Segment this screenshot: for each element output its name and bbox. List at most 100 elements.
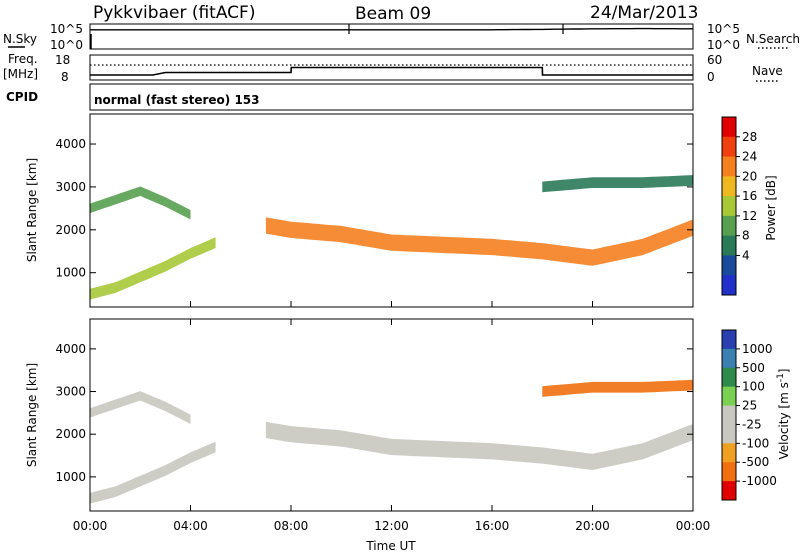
x-tick-label: 12:00	[374, 519, 409, 533]
x-tick-label: 04:00	[173, 519, 208, 533]
x-tick-label: 20:00	[575, 519, 610, 533]
noise-panel: N.Sky 10^5 10^0 10^5 10^0 N.Search	[3, 22, 800, 52]
power-colorbar-label: 20	[742, 169, 757, 183]
nave-label: Nave	[752, 64, 783, 78]
freq-tick-top: 18	[55, 53, 70, 67]
power-colorbar-label: 8	[742, 229, 750, 243]
velocity-colorbar-label: 25	[742, 399, 757, 413]
power-colorbar: 28 24 20 16 12 8 4	[721, 116, 757, 296]
velocity-colorbar-swatch	[722, 481, 736, 501]
velocity-colorbar-swatch	[722, 424, 736, 444]
velocity-colorbar-label: 500	[742, 361, 765, 375]
freq-series-line	[90, 66, 693, 76]
velocity-y-ticks: 1000 2000 3000 4000	[55, 342, 693, 484]
velocity-colorbar-swatch	[722, 462, 736, 482]
power-colorbar-swatch	[722, 176, 736, 197]
noise-left-tick-bottom: 10^0	[50, 38, 83, 52]
freq-label-line1: Freq.	[8, 52, 38, 66]
power-y-ticks: 1000 2000 3000 4000	[55, 137, 693, 280]
y-tick-label: 1000	[55, 470, 86, 484]
velocity-band	[90, 391, 191, 424]
x-tick-label: 16:00	[475, 519, 510, 533]
x-tick-label: 00:00	[676, 519, 711, 533]
power-ylabel: Slant Range [km]	[25, 158, 39, 262]
power-band	[542, 175, 693, 193]
velocity-band	[542, 379, 693, 397]
power-colorbar-label: 28	[742, 130, 757, 144]
power-colorbar-label: 24	[742, 150, 757, 164]
y-tick-label: 4000	[55, 342, 86, 356]
velocity-colorbar-title-main: Velocity [m s	[777, 382, 791, 459]
y-tick-label: 3000	[55, 385, 86, 399]
power-band	[90, 237, 216, 300]
power-colorbar-swatch	[722, 156, 736, 177]
beam-label: Beam 09	[355, 4, 431, 24]
velocity-colorbar: 1000 500 100 25 -25 -100 -500 -1000	[721, 329, 777, 501]
power-colorbar-swatch	[722, 235, 736, 256]
noise-series-line	[90, 27, 693, 31]
noise-left-tick-top: 10^5	[50, 22, 83, 36]
power-colorbar-swatch	[722, 136, 736, 158]
cpid-row: CPID normal (fast stereo) 153	[6, 83, 694, 111]
y-tick-label: 2000	[55, 223, 86, 237]
power-colorbar-title: Power [dB]	[764, 175, 778, 240]
freq-panel: Freq. [MHz] 18 8 60 0 Nave	[3, 52, 783, 84]
noise-right-tick-bottom: 10^0	[707, 38, 740, 52]
date-label: 24/Mar/2013	[590, 3, 698, 23]
freq-label-line2: [MHz]	[3, 67, 38, 81]
x-axis-ticks: 00:00 04:00 08:00 12:00 16:00 20:00 00:00	[73, 301, 711, 533]
velocity-colorbar-swatch	[722, 386, 736, 407]
velocity-data-layer	[90, 379, 693, 504]
y-tick-label: 2000	[55, 427, 86, 441]
y-tick-label: 4000	[55, 137, 86, 151]
velocity-colorbar-label: -1000	[742, 474, 777, 488]
cpid-frame	[89, 83, 694, 111]
noise-right-tick-top: 10^5	[707, 22, 740, 36]
freq-panel-frame	[89, 54, 694, 81]
velocity-colorbar-swatch	[722, 443, 736, 463]
power-panel: 1000 2000 3000 4000 Slant Range [km]	[25, 113, 694, 308]
velocity-colorbar-title-sup: -1	[776, 373, 786, 382]
power-colorbar-swatch	[722, 215, 736, 237]
velocity-colorbar-swatch	[722, 330, 736, 350]
velocity-colorbar-label: 100	[742, 380, 765, 394]
cpid-label: CPID	[6, 90, 38, 104]
velocity-colorbar-title: Velocity [m s-1]	[776, 369, 791, 460]
x-tick-label: 08:00	[274, 519, 309, 533]
power-data-layer	[90, 175, 693, 300]
velocity-band	[90, 441, 216, 504]
nave-tick-top: 60	[707, 53, 722, 67]
power-colorbar-frame	[721, 116, 737, 296]
nave-tick-bottom: 0	[707, 70, 715, 84]
velocity-colorbar-title-end: ]	[777, 369, 791, 374]
velocity-band	[265, 421, 693, 470]
velocity-ylabel: Slant Range [km]	[25, 363, 39, 467]
noise-left-label: N.Sky	[3, 32, 37, 46]
power-colorbar-label: 12	[742, 209, 757, 223]
power-colorbar-swatch	[722, 255, 736, 276]
cpid-text: normal (fast stereo) 153	[94, 93, 260, 107]
power-colorbar-label: 16	[742, 189, 757, 203]
power-colorbar-label: 4	[742, 248, 750, 262]
velocity-colorbar-swatch	[722, 367, 736, 388]
power-colorbar-swatch	[722, 275, 736, 296]
x-axis-label: Time UT	[365, 539, 416, 553]
velocity-colorbar-label: 1000	[742, 342, 773, 356]
y-tick-label: 3000	[55, 180, 86, 194]
power-colorbar-swatch	[722, 196, 736, 217]
velocity-colorbar-label: -25	[742, 417, 762, 431]
velocity-colorbar-label: -100	[742, 436, 769, 450]
noise-right-label: N.Search	[746, 32, 800, 46]
velocity-colorbar-label: -500	[742, 455, 769, 469]
velocity-colorbar-swatch	[722, 405, 736, 425]
noise-panel-frame	[89, 23, 694, 50]
velocity-colorbar-swatch	[722, 348, 736, 369]
velocity-panel: 1000 2000 3000 4000 Slant Range [km]	[25, 318, 694, 512]
radar-title: Pykkvibaer (fitACF)	[93, 3, 255, 23]
x-tick-label: 00:00	[73, 519, 108, 533]
power-band	[90, 186, 191, 220]
freq-tick-bottom: 8	[61, 70, 69, 84]
velocity-colorbar-frame	[721, 329, 737, 501]
power-colorbar-swatch	[722, 117, 736, 138]
